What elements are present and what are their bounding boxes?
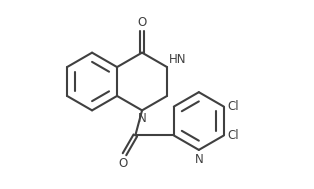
Text: Cl: Cl — [227, 129, 239, 142]
Text: N: N — [194, 153, 203, 166]
Text: Cl: Cl — [227, 100, 239, 113]
Text: O: O — [138, 16, 147, 29]
Text: HN: HN — [169, 53, 186, 66]
Text: O: O — [118, 157, 128, 170]
Text: N: N — [138, 112, 147, 125]
